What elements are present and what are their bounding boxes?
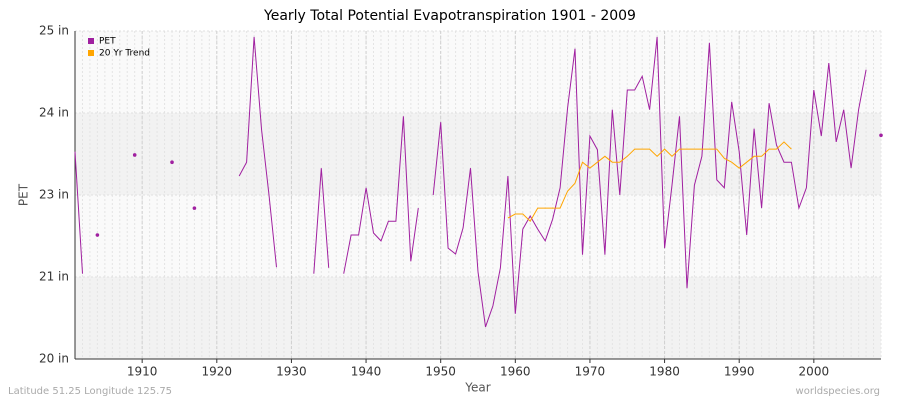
- footer-left: Latitude 51.25 Longitude 125.75: [8, 386, 172, 397]
- legend-swatch: [88, 38, 94, 44]
- series-line: [507, 141, 792, 223]
- series-line: [313, 168, 330, 274]
- y-tick-label: 21 in: [39, 270, 69, 284]
- x-tick-label: 1950: [425, 365, 456, 379]
- x-tick-label: 1920: [202, 365, 233, 379]
- x-tick-label: 1960: [500, 365, 531, 379]
- data-point: [192, 206, 197, 210]
- series-line: [343, 116, 419, 274]
- legend-label: 20 Yr Trend: [99, 49, 150, 59]
- data-point: [95, 233, 100, 237]
- x-tick-label: 1980: [649, 365, 680, 379]
- footer-right: worldspecies.org: [796, 386, 880, 397]
- x-tick-label: 1990: [724, 365, 755, 379]
- x-tick-label: 1930: [276, 365, 307, 379]
- legend-swatch: [88, 50, 94, 56]
- series-line: [432, 36, 867, 328]
- x-tick-label: 1910: [127, 365, 158, 379]
- grid-band: [75, 277, 881, 359]
- data-point: [879, 133, 883, 138]
- y-tick-label: 25 in: [39, 24, 69, 38]
- series-line: [238, 36, 277, 268]
- series-line: [74, 151, 83, 274]
- y-tick-label: 20 in: [39, 352, 69, 366]
- x-tick-label: 2000: [799, 365, 830, 379]
- legend-label: PET: [99, 37, 116, 47]
- x-tick-label: 1940: [351, 365, 382, 379]
- x-axis-label: Year: [464, 381, 490, 395]
- y-axis-label: PET: [17, 183, 31, 206]
- grid-band: [75, 113, 881, 195]
- data-point: [170, 160, 174, 164]
- chart-title: Yearly Total Potential Evapotranspiratio…: [263, 8, 636, 24]
- x-tick-label: 1970: [575, 365, 606, 379]
- y-tick-label: 24 in: [39, 106, 69, 120]
- data-point: [132, 153, 137, 157]
- y-tick-label: 23 in: [39, 188, 69, 202]
